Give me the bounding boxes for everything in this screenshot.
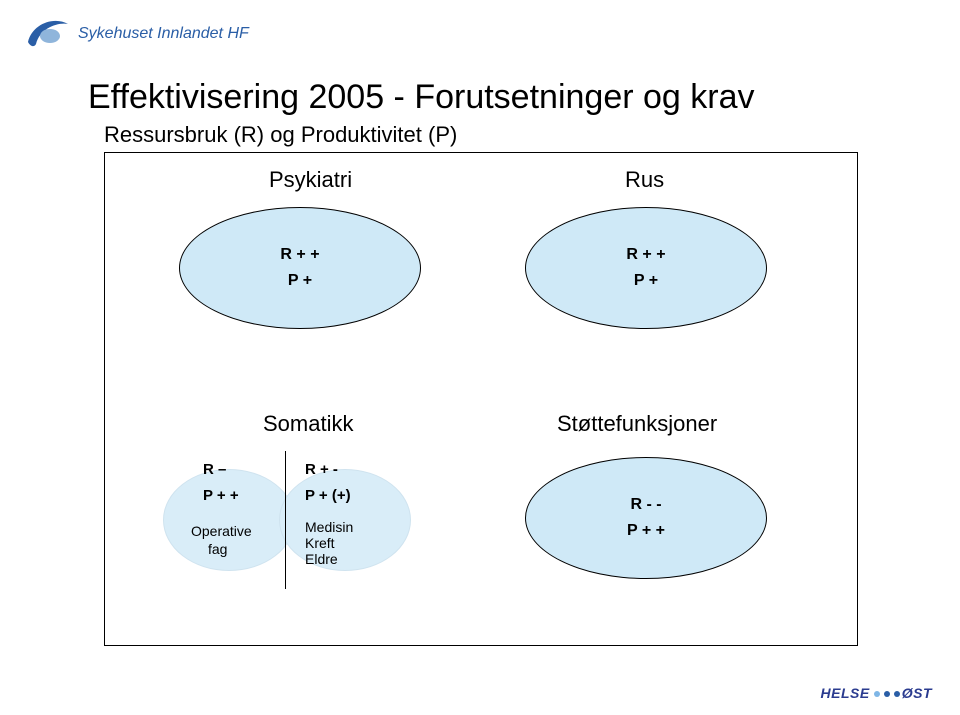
rus-ellipse: R + + P + <box>525 207 767 329</box>
somatikk-left-sub1: Operative <box>191 523 252 539</box>
psykiatri-p-line: P + <box>288 268 312 294</box>
dot-icon <box>874 691 880 697</box>
somatikk-right-sub2: Kreft <box>305 535 335 551</box>
helse-ost-logo: HELSE ØST <box>821 685 932 701</box>
helse-dots <box>874 691 900 697</box>
dot-icon <box>894 691 900 697</box>
somatikk-left-p: P + + <box>203 487 239 504</box>
section-label-psykiatri: Psykiatri <box>269 167 352 193</box>
somatikk-left-sub2: fag <box>208 541 227 557</box>
swoosh-inner <box>40 29 60 43</box>
stottefunksjoner-ellipse: R - - P + + <box>525 457 767 579</box>
dot-icon <box>884 691 890 697</box>
section-label-stottefunksjoner: Støttefunksjoner <box>557 411 717 437</box>
swoosh-icon <box>24 14 70 54</box>
somatikk-right-p: P + (+) <box>305 487 351 504</box>
top-logo-text: Sykehuset Innlandet HF <box>78 25 249 43</box>
psykiatri-ellipse: R + + P + <box>179 207 421 329</box>
helse-text: HELSE <box>821 685 870 701</box>
content-frame: Psykiatri Rus Somatikk Støttefunksjoner … <box>104 152 858 646</box>
somatikk-left-ellipse <box>163 469 295 571</box>
somatikk-left-r: R – <box>203 461 226 478</box>
page-subtitle: Ressursbruk (R) og Produktivitet (P) <box>104 122 457 148</box>
somatikk-divider <box>285 451 286 589</box>
rus-r-line: R + + <box>626 242 665 268</box>
section-label-rus: Rus <box>625 167 664 193</box>
rus-p-line: P + <box>634 268 658 294</box>
top-logo: Sykehuset Innlandet HF <box>24 14 249 54</box>
stotte-p-line: P + + <box>627 518 665 544</box>
somatikk-right-sub1: Medisin <box>305 519 353 535</box>
slide: Sykehuset Innlandet HF Effektivisering 2… <box>0 0 960 715</box>
psykiatri-r-line: R + + <box>280 242 319 268</box>
stotte-r-line: R - - <box>630 492 661 518</box>
somatikk-right-r: R + - <box>305 461 338 478</box>
somatikk-right-sub3: Eldre <box>305 551 338 567</box>
ost-text: ØST <box>902 685 932 701</box>
section-label-somatikk: Somatikk <box>263 411 353 437</box>
page-title: Effektivisering 2005 - Forutsetninger og… <box>88 78 755 117</box>
